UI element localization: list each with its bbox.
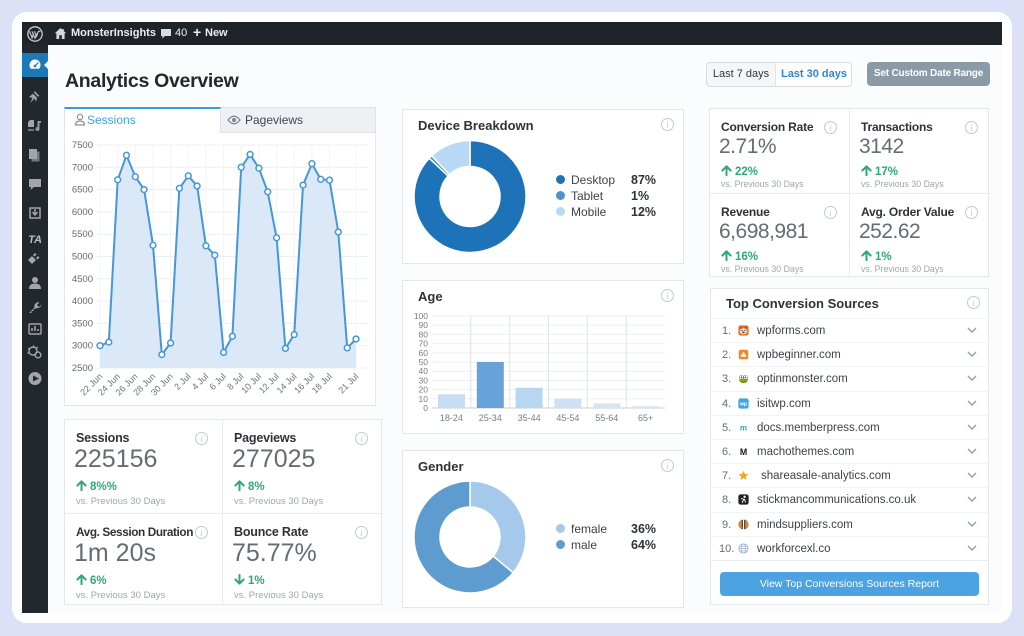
svg-text:70: 70	[419, 339, 429, 349]
svg-text:30: 30	[419, 375, 429, 385]
svg-text:4000: 4000	[72, 296, 93, 307]
svg-text:45-54: 45-54	[556, 413, 579, 423]
svg-text:M: M	[740, 447, 747, 457]
svg-text:20: 20	[419, 385, 429, 395]
svg-text:65+: 65+	[638, 413, 653, 423]
svg-text:2 Jul: 2 Jul	[172, 371, 193, 392]
svg-text:5500: 5500	[72, 229, 93, 240]
svg-text:21 Jul: 21 Jul	[336, 371, 360, 395]
svg-text:7500: 7500	[72, 140, 93, 151]
svg-text:55-64: 55-64	[595, 413, 618, 423]
svg-text:18-24: 18-24	[440, 413, 463, 423]
svg-text:90: 90	[419, 320, 429, 330]
svg-text:50: 50	[419, 357, 429, 367]
svg-text:6 Jul: 6 Jul	[207, 371, 228, 392]
svg-text:6000: 6000	[72, 207, 93, 218]
svg-text:5000: 5000	[72, 252, 93, 263]
svg-text:60: 60	[419, 348, 429, 358]
svg-text:wp: wp	[739, 401, 747, 407]
svg-text:m: m	[740, 423, 747, 432]
svg-text:10: 10	[419, 394, 429, 404]
svg-text:40: 40	[419, 366, 429, 376]
svg-text:7000: 7000	[72, 162, 93, 173]
svg-text:4500: 4500	[72, 274, 93, 285]
svg-text:0: 0	[423, 403, 428, 413]
svg-text:4 Jul: 4 Jul	[190, 371, 211, 392]
svg-text:35-44: 35-44	[518, 413, 541, 423]
svg-text:100: 100	[414, 311, 428, 321]
svg-text:2500: 2500	[72, 363, 93, 374]
svg-text:6500: 6500	[72, 185, 93, 196]
svg-text:25-34: 25-34	[479, 413, 502, 423]
svg-text:80: 80	[419, 329, 429, 339]
svg-text:3000: 3000	[72, 341, 93, 352]
svg-text:18 Jul: 18 Jul	[310, 371, 334, 395]
svg-text:3500: 3500	[72, 318, 93, 329]
